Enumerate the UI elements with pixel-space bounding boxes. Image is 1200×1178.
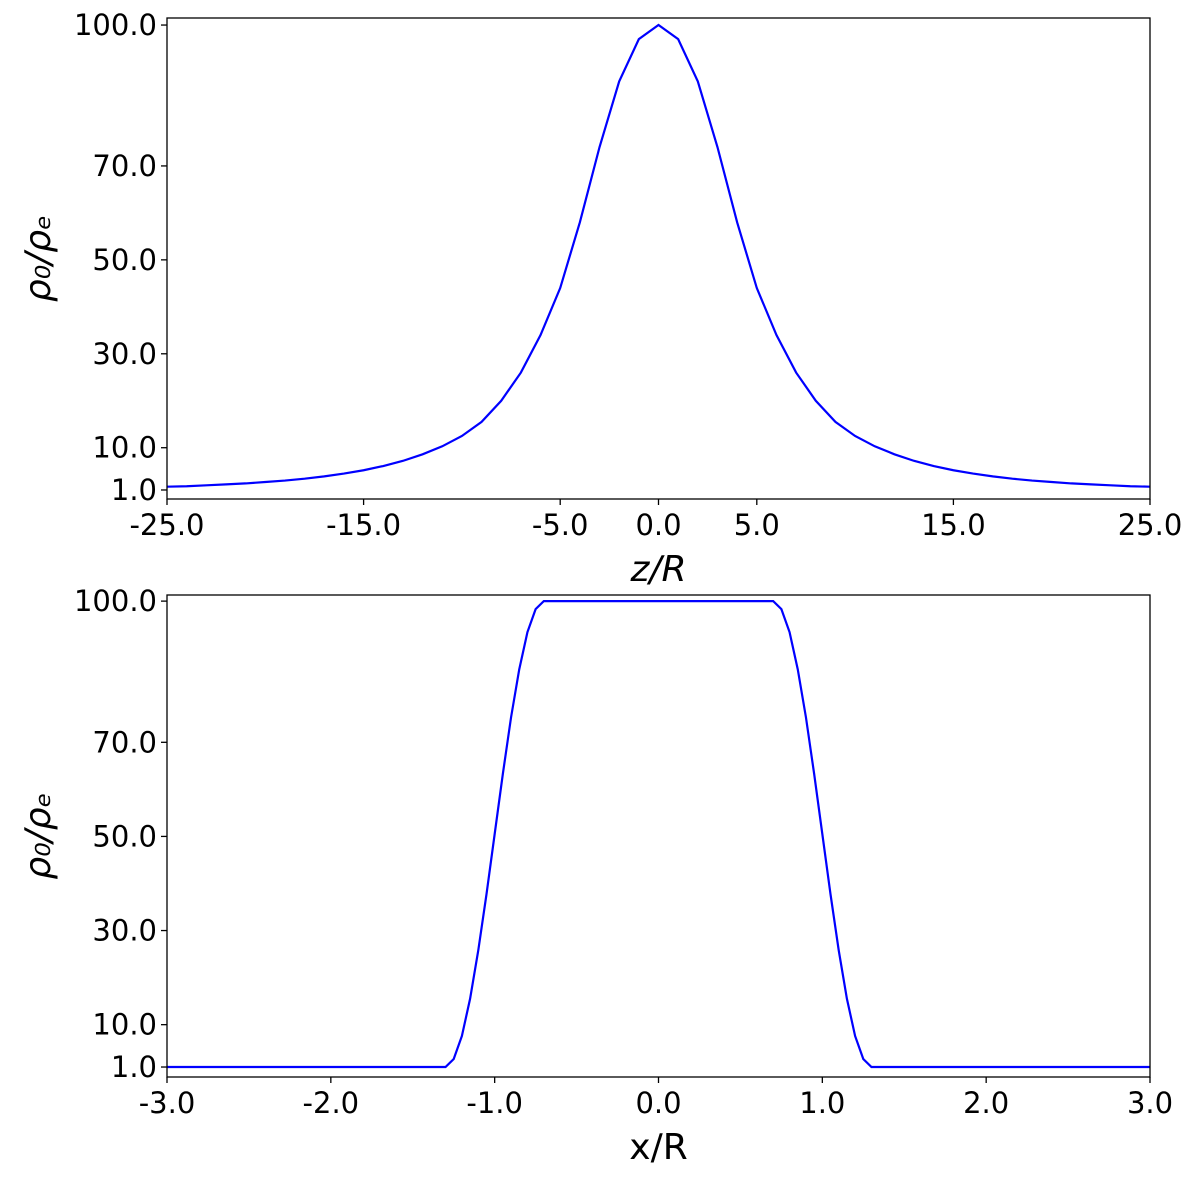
y-tick-label: 100.0 [74,584,157,618]
x-tick-label: -25.0 [129,508,204,542]
x-tick-label: -15.0 [326,508,401,542]
y-tick-label: 10.0 [92,1008,157,1042]
y-tick-label: 10.0 [92,431,157,465]
x-tick-label: 2.0 [963,1086,1009,1120]
y-tick-label: 50.0 [92,243,157,277]
data-line [166,23,1151,488]
y-tick-label: 1.0 [111,1050,157,1084]
y-tick-label: 30.0 [92,337,157,371]
y-tick-label: 70.0 [92,149,157,183]
data-line [167,600,1150,1069]
x-tick-label: -3.0 [139,1086,196,1120]
y-tick-label: 100.0 [74,8,157,42]
x-tick-label: 0.0 [635,508,681,542]
x-tick-label: -5.0 [532,508,589,542]
y-axis-label: ρ₀/ρₑ [18,215,59,302]
plot-frame [166,594,1151,1078]
x-tick-label: -1.0 [466,1086,523,1120]
x-tick-label: 5.0 [734,508,780,542]
plot-frame [166,17,1151,500]
y-tick-label: 30.0 [92,914,157,948]
y-tick-label: 70.0 [92,725,157,759]
y-tick-label: 1.0 [111,473,157,507]
x-tick-label: 1.0 [799,1086,845,1120]
x-tick-label: 15.0 [921,508,986,542]
y-tick-label: 50.0 [92,819,157,853]
x-axis-label: z/R [629,549,686,590]
x-tick-label: 0.0 [635,1086,681,1120]
x-tick-label: -2.0 [303,1086,360,1120]
x-axis-label: x/R [629,1127,687,1168]
x-tick-label: 3.0 [1127,1086,1173,1120]
y-axis-label: ρ₀/ρₑ [18,792,59,879]
x-tick-label: 25.0 [1118,508,1183,542]
